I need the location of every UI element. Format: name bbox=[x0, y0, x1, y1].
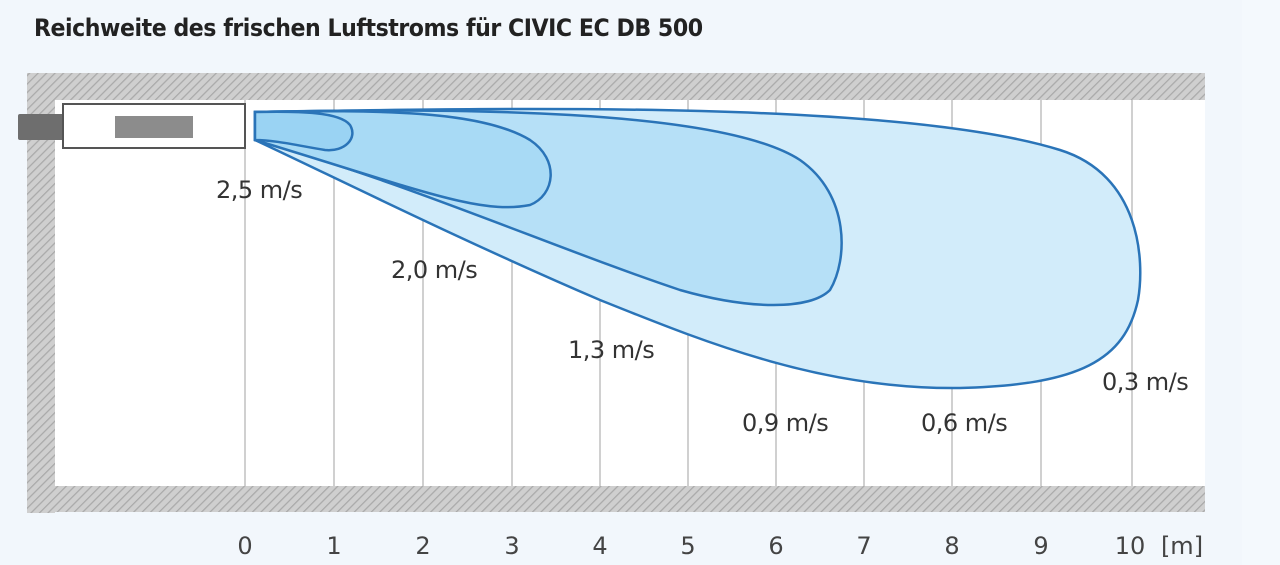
label-2-5: 2,5 m/s bbox=[216, 176, 303, 204]
x-tick: 6 bbox=[768, 532, 784, 560]
x-tick: 2 bbox=[415, 532, 431, 560]
plume-2-5 bbox=[253, 110, 354, 152]
x-tick: 9 bbox=[1033, 532, 1049, 560]
label-0-3: 0,3 m/s bbox=[1102, 368, 1189, 396]
unit-grille bbox=[115, 116, 193, 138]
ceiling-wall bbox=[27, 73, 1205, 100]
floor-wall bbox=[27, 486, 1205, 512]
x-tick: 3 bbox=[504, 532, 520, 560]
x-tick: 4 bbox=[592, 532, 608, 560]
label-1-3: 1,3 m/s bbox=[568, 336, 655, 364]
airflow-plumes bbox=[253, 107, 1142, 390]
ventilation-unit bbox=[62, 103, 246, 149]
left-wall bbox=[27, 73, 55, 513]
wall-connector bbox=[18, 114, 64, 140]
x-tick: 1 bbox=[326, 532, 342, 560]
x-tick: 8 bbox=[944, 532, 960, 560]
label-0-9: 0,9 m/s bbox=[742, 409, 829, 437]
x-tick: 5 bbox=[680, 532, 696, 560]
x-unit: [m] bbox=[1160, 532, 1204, 560]
chart-title: Reichweite des frischen Luftstroms für C… bbox=[34, 14, 703, 42]
label-2-0: 2,0 m/s bbox=[391, 256, 478, 284]
x-tick: 0 bbox=[237, 532, 253, 560]
x-tick: 10 bbox=[1114, 532, 1146, 560]
label-0-6: 0,6 m/s bbox=[921, 409, 1008, 437]
x-tick: 7 bbox=[856, 532, 872, 560]
